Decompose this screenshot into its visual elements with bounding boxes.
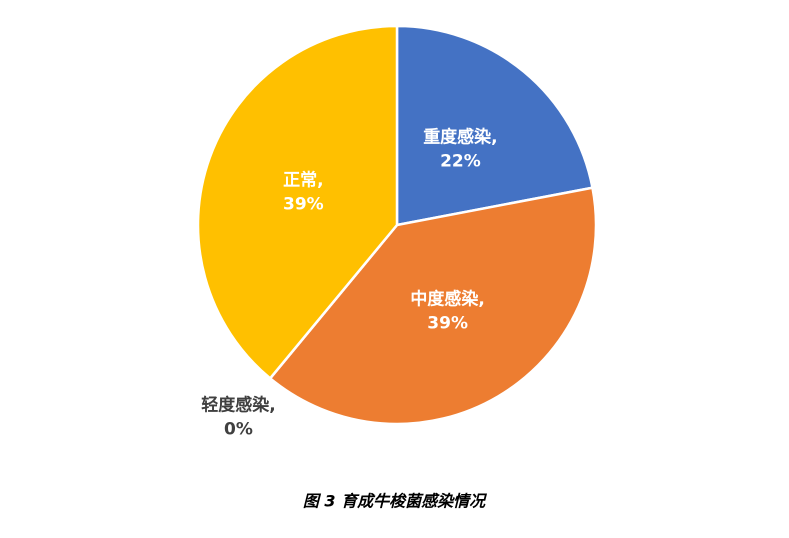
slice-label: 中度感染, (410, 289, 484, 310)
slice-value-label: 39% (283, 194, 324, 214)
slice-label: 轻度感染, (201, 395, 275, 416)
slice-value-label: 22% (440, 151, 481, 171)
pie-slice (268, 186, 598, 426)
slice-value-label: 39% (427, 314, 468, 334)
slice-value-label: 0% (224, 420, 253, 440)
slice-label: 正常, (283, 169, 323, 190)
slice-label: 重度感染, (423, 126, 497, 147)
chart-title: 图 3 育成牛梭菌感染情况 (303, 492, 487, 511)
pie-slice (196, 24, 399, 381)
pie-slice (395, 24, 594, 227)
